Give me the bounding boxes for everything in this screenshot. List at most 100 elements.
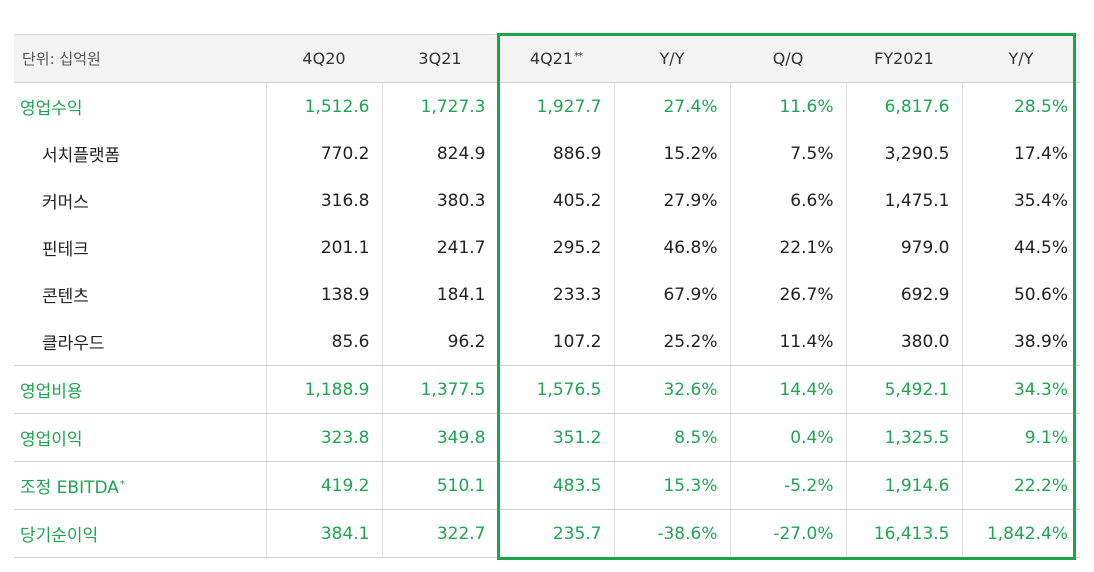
table-cell: 770.2: [265, 130, 382, 177]
table-cell: 380.3: [381, 177, 498, 224]
table-row: 영업수익 1,512.6 1,727.3 1,927.7 27.4% 11.6% 6,817…: [14, 82, 1080, 131]
col-header-fy2021: FY2021: [846, 34, 962, 83]
row-label: 영업비용: [14, 365, 266, 414]
row-label: 조정 EBITDA*: [14, 461, 266, 510]
col-header-fy-yy: Y/Y: [962, 34, 1080, 83]
table-cell: 107.2: [497, 318, 614, 366]
table-cell: 44.5%: [961, 224, 1080, 271]
table-cell: 1,188.9: [265, 365, 382, 414]
col-header-4q20: 4Q20: [266, 34, 382, 83]
col-header-qq: Q/Q: [730, 34, 846, 83]
table-cell: 6.6%: [729, 177, 846, 224]
row-label-text: 조정 EBITDA: [20, 478, 119, 498]
table-cell: 38.9%: [961, 318, 1080, 366]
table-cell: 8.5%: [613, 413, 730, 462]
table-cell: 15.2%: [613, 130, 730, 177]
table-cell: 824.9: [381, 130, 498, 177]
row-label-text: 커머스: [42, 193, 89, 213]
table-cell: 96.2: [381, 318, 498, 366]
table-cell: 9.1%: [961, 413, 1080, 462]
table-cell: 241.7: [381, 224, 498, 271]
table-cell: 886.9: [497, 130, 614, 177]
table-row: 커머스 316.8 380.3 405.2 27.9% 6.6% 1,475.1 35.4%: [14, 177, 1080, 224]
row-label-text: 영업비용: [20, 382, 83, 402]
col-header-4q21: 4Q21**: [498, 34, 614, 83]
table-row: 조정 EBITDA* 419.2 510.1 483.5 15.3% -5.2% 1,914…: [14, 461, 1080, 510]
row-label: 클라우드: [14, 318, 266, 366]
table-cell: -5.2%: [729, 461, 846, 510]
table-cell: 11.6%: [729, 82, 846, 130]
table-cell: 67.9%: [613, 271, 730, 318]
table-row: 클라우드 85.6 96.2 107.2 25.2% 11.4% 380.0 38.9%: [14, 318, 1080, 366]
table-cell: 26.7%: [729, 271, 846, 318]
table-cell: 1,377.5: [381, 365, 498, 414]
table-cell: 17.4%: [961, 130, 1080, 177]
table-cell: 85.6: [265, 318, 382, 366]
table-cell: 233.3: [497, 271, 614, 318]
table-cell: 22.1%: [729, 224, 846, 271]
row-label-text: 당기순이익: [20, 526, 99, 546]
row-label-text: 핀테크: [42, 240, 89, 260]
table-cell: 322.7: [381, 509, 498, 558]
row-label-text: 영업이익: [20, 430, 83, 450]
col-header-3q21: 3Q21: [382, 34, 498, 83]
table-cell: 32.6%: [613, 365, 730, 414]
table-cell: 483.5: [497, 461, 614, 510]
table-cell: 11.4%: [729, 318, 846, 366]
table-cell: 1,475.1: [845, 177, 962, 224]
row-label: 영업수익: [14, 83, 266, 131]
table-cell: 184.1: [381, 271, 498, 318]
table-cell: 1,512.6: [265, 82, 382, 130]
table-row: 영업비용 1,188.9 1,377.5 1,576.5 32.6% 14.4% 5,492…: [14, 365, 1080, 414]
row-label: 서치플랫폼: [14, 130, 266, 177]
table-cell: 351.2: [497, 413, 614, 462]
table-row: 서치플랫폼 770.2 824.9 886.9 15.2% 7.5% 3,290.5 17.4…: [14, 130, 1080, 177]
table-cell: 34.3%: [961, 365, 1080, 414]
row-label: 커머스: [14, 177, 266, 224]
row-label-mark: *: [119, 479, 125, 490]
table-cell: -27.0%: [729, 509, 846, 558]
table-cell: 28.5%: [961, 82, 1080, 130]
row-label: 핀테크: [14, 224, 266, 271]
unit-header: 단위: 십억원: [14, 34, 266, 83]
table-cell: 25.2%: [613, 318, 730, 366]
row-label-text: 영업수익: [20, 99, 83, 119]
table-cell: 46.8%: [613, 224, 730, 271]
table-cell: 510.1: [381, 461, 498, 510]
row-label-text: 콘텐츠: [42, 287, 89, 307]
table-cell: 384.1: [265, 509, 382, 558]
table-cell: 6,817.6: [845, 82, 962, 130]
row-label: 당기순이익: [14, 509, 266, 558]
financial-summary-table: 단위: 십억원 4Q20 3Q21 4Q21** Y/Y Q/Q FY2021 …: [14, 34, 1080, 558]
table-row: 콘텐츠 138.9 184.1 233.3 67.9% 26.7% 692.9 50.6%: [14, 271, 1080, 318]
table-cell: 3,290.5: [845, 130, 962, 177]
table-cell: 405.2: [497, 177, 614, 224]
table-row: 핀테크 201.1 241.7 295.2 46.8% 22.1% 979.0 44.5%: [14, 224, 1080, 271]
table-cell: 1,576.5: [497, 365, 614, 414]
table-cell: 5,492.1: [845, 365, 962, 414]
table-cell: 419.2: [265, 461, 382, 510]
table-cell: -38.6%: [613, 509, 730, 558]
col-header-yy: Y/Y: [614, 34, 730, 83]
table-cell: 235.7: [497, 509, 614, 558]
table-cell: 1,914.6: [845, 461, 962, 510]
table-cell: 7.5%: [729, 130, 846, 177]
table-cell: 14.4%: [729, 365, 846, 414]
table-cell: 22.2%: [961, 461, 1080, 510]
table-cell: 138.9: [265, 271, 382, 318]
table-cell: 1,927.7: [497, 82, 614, 130]
table-cell: 295.2: [497, 224, 614, 271]
table-cell: 35.4%: [961, 177, 1080, 224]
table-cell: 979.0: [845, 224, 962, 271]
row-label-text: 서치플랫폼: [42, 146, 121, 166]
table-cell: 15.3%: [613, 461, 730, 510]
table-cell: 316.8: [265, 177, 382, 224]
row-label-text: 클라우드: [42, 334, 105, 354]
header-row: 단위: 십억원 4Q20 3Q21 4Q21** Y/Y Q/Q FY2021 …: [14, 34, 1080, 83]
table-cell: 201.1: [265, 224, 382, 271]
table-cell: 50.6%: [961, 271, 1080, 318]
table-cell: 27.9%: [613, 177, 730, 224]
table-cell: 16,413.5: [845, 509, 962, 558]
table-cell: 1,727.3: [381, 82, 498, 130]
table-cell: 1,842.4%: [961, 509, 1080, 558]
